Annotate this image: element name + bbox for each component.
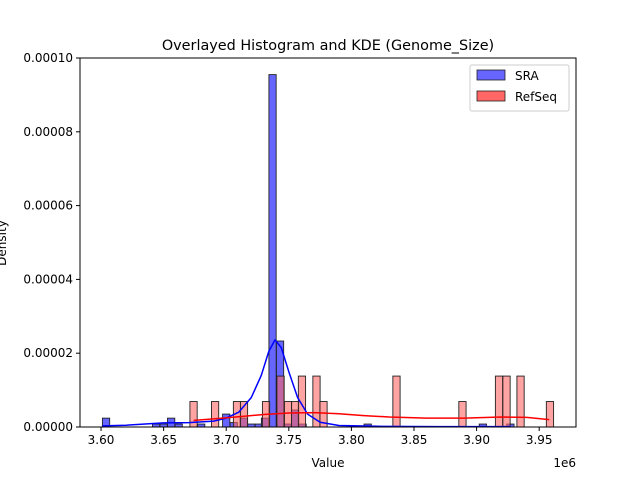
x-tick-label: 3.80 [338, 433, 365, 447]
x-tick-label: 3.65 [150, 433, 177, 447]
x-tick-label: 3.85 [401, 433, 428, 447]
histogram-bar-refseq [210, 401, 220, 428]
x-axis-ticks: 3.60 3.65 3.70 3.75 3.80 3.85 3.90 3.95 [88, 427, 553, 447]
x-offset-label: 1e6 [553, 456, 576, 470]
kde-line-refseq [193, 411, 550, 422]
histogram-bar-refseq [502, 375, 511, 428]
kde-line-sra [102, 339, 511, 428]
y-tick-label: 0.00004 [23, 272, 73, 286]
histogram-bar-sra [222, 413, 231, 428]
y-tick-label: 0.00006 [23, 199, 73, 213]
histogram-bar-sra [268, 74, 277, 428]
x-tick-label: 3.75 [275, 433, 302, 447]
histogram-bar-refseq [283, 401, 293, 428]
histogram-bar-refseq [392, 375, 401, 428]
legend-swatch-sra [476, 69, 506, 81]
y-axis-ticks: 0.00000 0.00002 0.00004 0.00006 0.00008 0.000… [23, 51, 80, 434]
histogram-bar-refseq [290, 401, 300, 428]
x-tick-label: 3.70 [213, 433, 240, 447]
x-tick-label: 3.95 [526, 433, 553, 447]
y-tick-label: 0.00000 [23, 420, 73, 434]
legend-label-sra: SRA [515, 69, 539, 83]
x-axis-label: Value [312, 456, 345, 470]
histogram-bar-refseq [545, 401, 555, 428]
plot-area [101, 74, 555, 428]
legend-swatch-refseq [476, 90, 506, 102]
x-tick-label: 3.90 [463, 433, 490, 447]
plot-frame [79, 57, 577, 428]
y-tick-label: 0.00008 [23, 125, 73, 139]
histogram-bar-refseq [458, 401, 467, 428]
y-tick-label: 0.00002 [23, 346, 73, 360]
histogram-bar-refseq [276, 375, 285, 428]
x-tick-label: 3.60 [88, 433, 115, 447]
histogram-bar-refseq [516, 375, 525, 428]
y-axis-label: Density [0, 220, 9, 266]
chart-title: Overlayed Histogram and KDE (Genome_Size… [162, 38, 494, 54]
histogram-bar-refseq [494, 375, 504, 428]
y-tick-label: 0.00010 [23, 51, 73, 65]
legend-label-refseq: RefSeq [515, 90, 557, 104]
legend: SRA RefSeq [469, 64, 570, 112]
